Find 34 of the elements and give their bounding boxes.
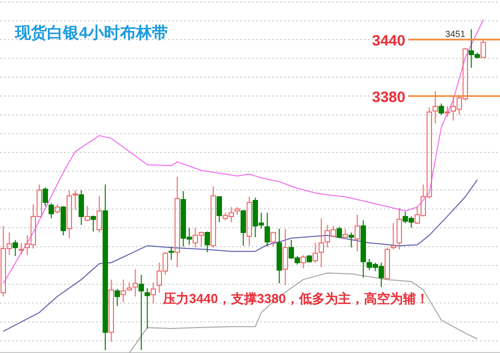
candlestick [450, 96, 456, 121]
candlestick [432, 90, 438, 124]
candlestick [318, 218, 324, 268]
candlestick [252, 197, 258, 238]
candlestick [138, 274, 144, 351]
candlestick [348, 232, 354, 248]
candlestick [6, 232, 12, 256]
candlestick [102, 184, 108, 351]
candlestick [468, 28, 474, 68]
candlestick [396, 208, 402, 250]
candlestick [72, 190, 78, 210]
candlestick [150, 282, 156, 304]
candlestick [12, 240, 18, 257]
candlestick [276, 228, 282, 284]
candlestick [168, 246, 174, 260]
candlestick [78, 190, 84, 226]
candlestick [354, 214, 360, 252]
candlestick [24, 234, 30, 256]
candlestick [156, 262, 162, 294]
candlestick [144, 288, 150, 330]
candlestick [282, 228, 288, 286]
candlestick [96, 195, 102, 234]
candlestick [30, 204, 36, 250]
candlestick [108, 279, 114, 342]
title: 现货白银4小时布林带 [15, 25, 168, 42]
candlestick [378, 262, 384, 288]
candlestick [66, 190, 72, 239]
annotation: 3451 [445, 29, 466, 40]
candlestick [132, 268, 138, 298]
candlestick [180, 190, 186, 248]
annotation: 压力3440，支撑3380，低多为主，高空为辅！ [163, 291, 429, 306]
candlestick [174, 176, 180, 268]
candlestick [246, 196, 252, 246]
candlestick [120, 279, 126, 303]
